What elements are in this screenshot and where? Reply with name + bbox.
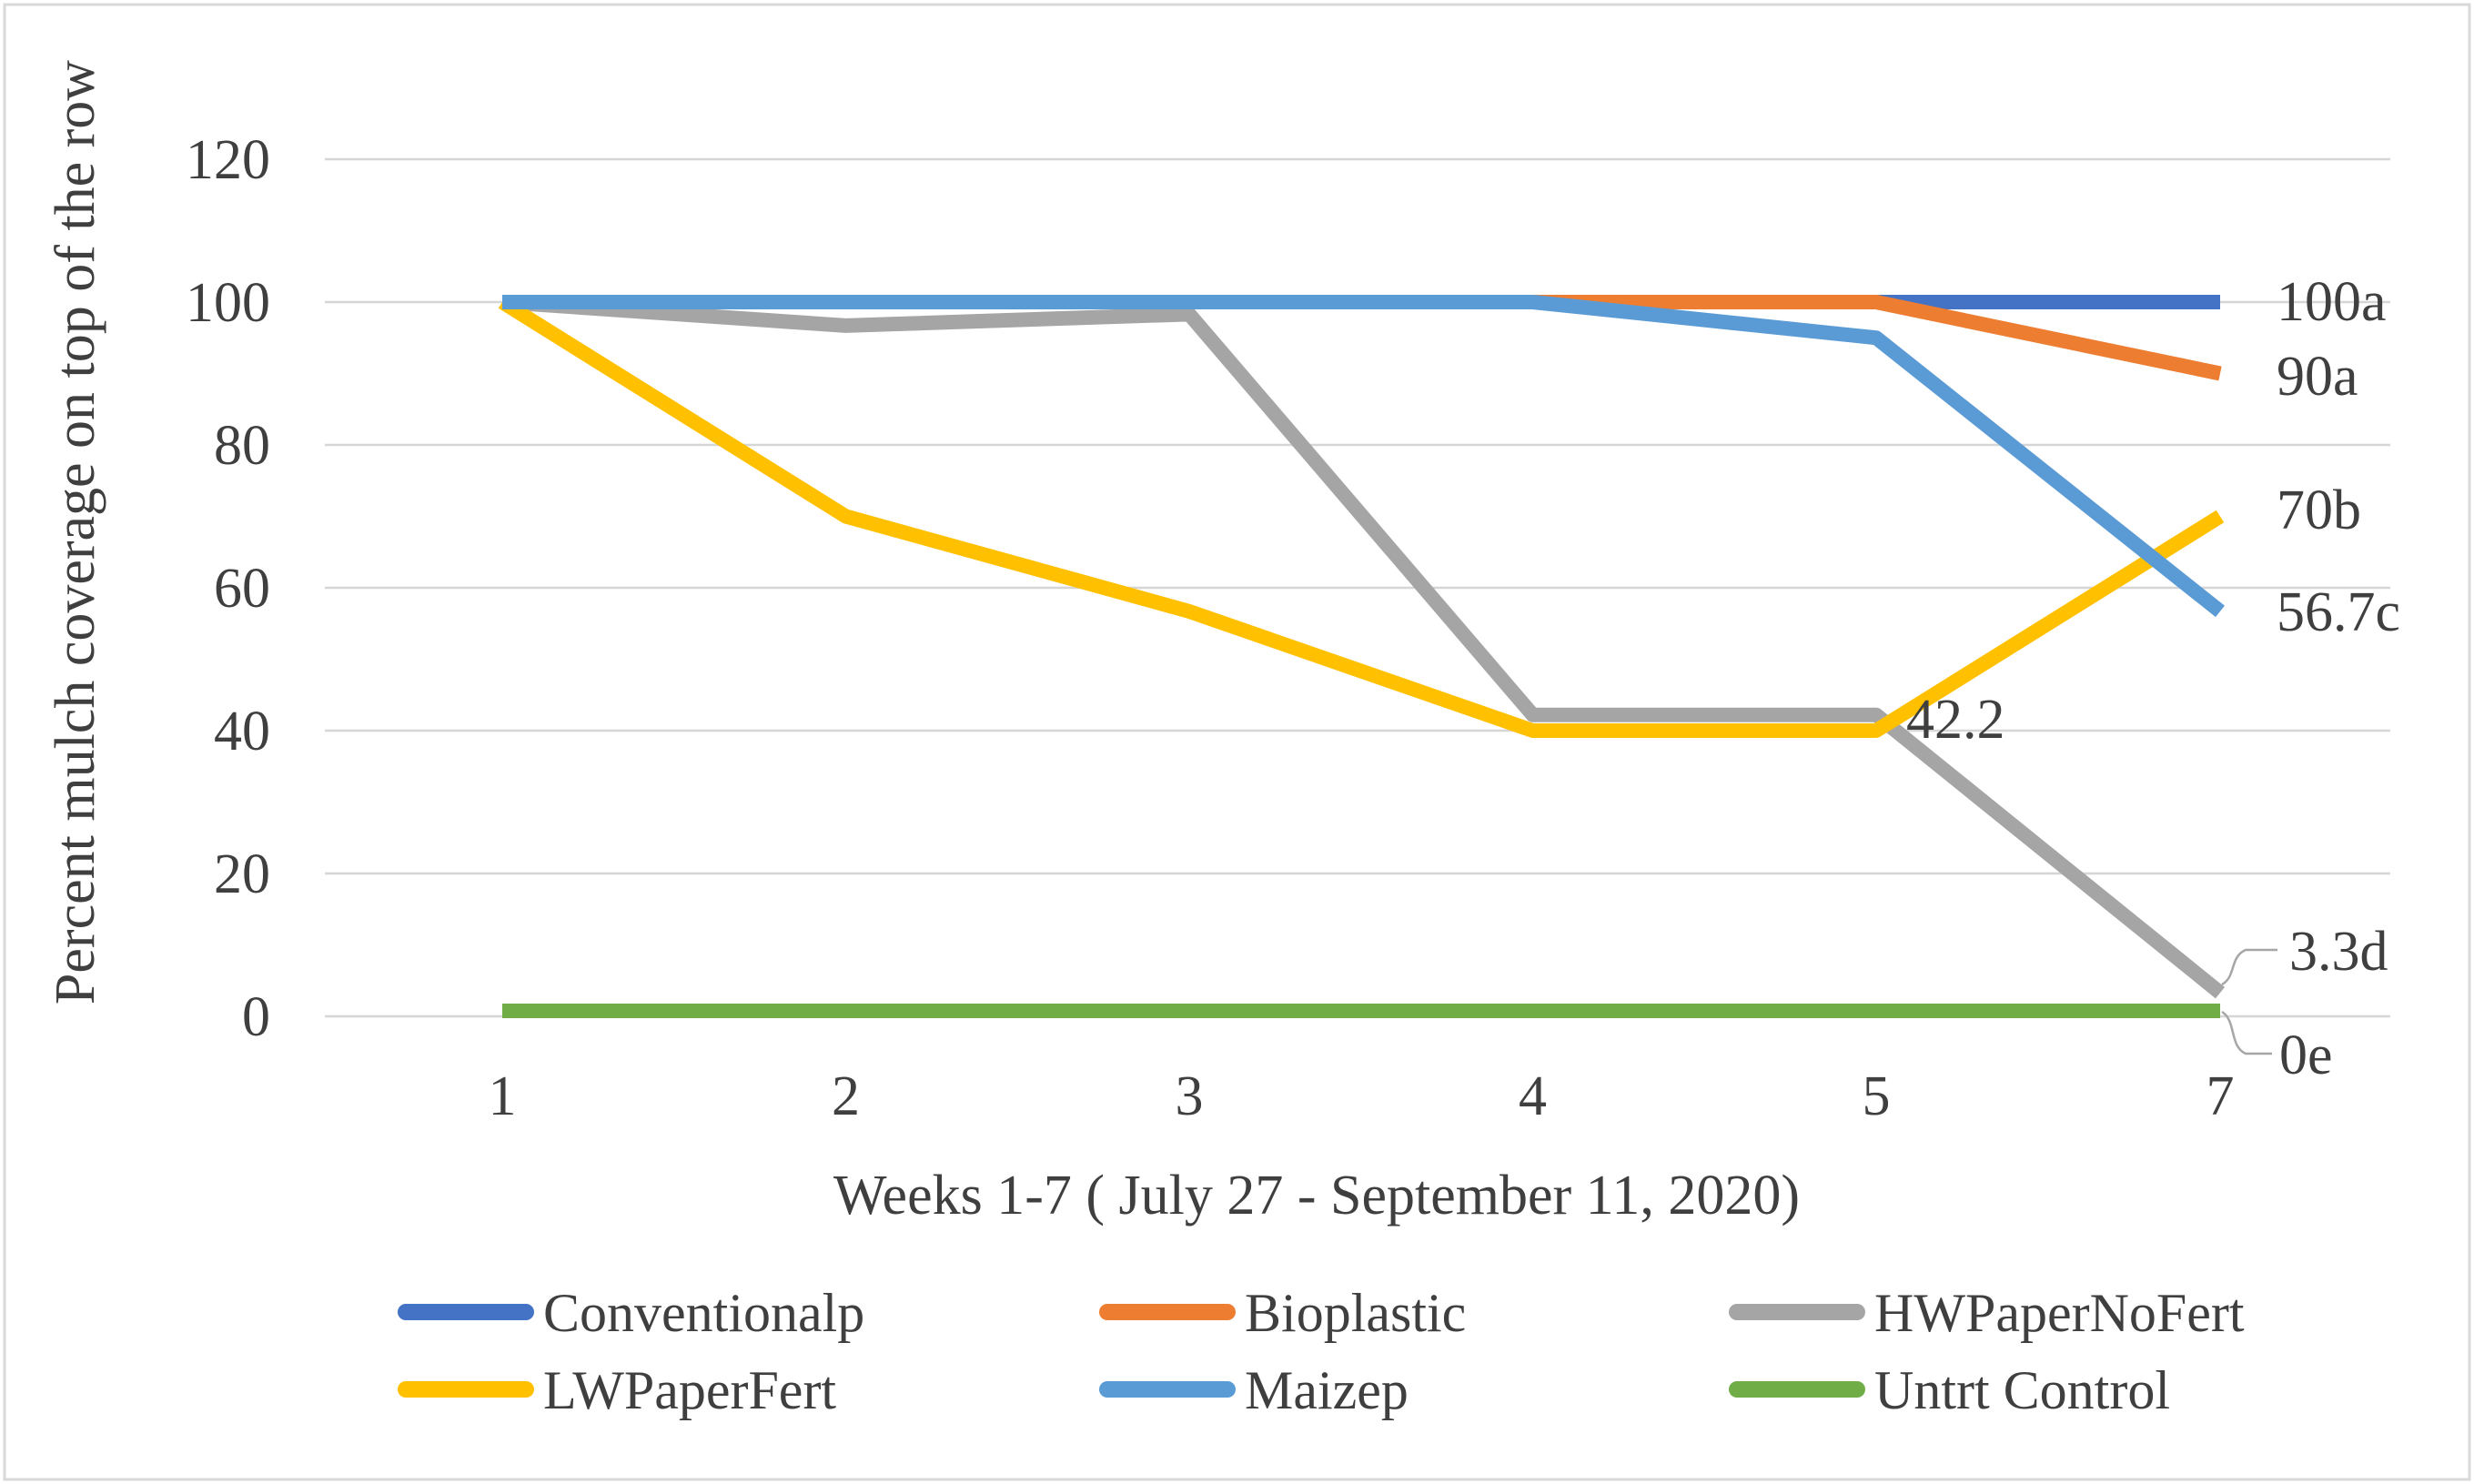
series-line-maizep — [502, 295, 2225, 618]
legend-swatch-hwpapernofert — [1729, 1304, 1865, 1320]
end-data-label-lwpaperfert: 70b — [2277, 480, 2361, 541]
x-tick-label: 2 — [832, 1065, 860, 1127]
leader-line-hwpapernofert — [2221, 948, 2277, 986]
legend-swatch-bioplastic — [1099, 1304, 1236, 1320]
legend-swatch-untrt-control — [1729, 1381, 1865, 1398]
series-line-lwpaperfert — [498, 296, 2225, 738]
y-axis-title: Percent mulch coverage on top of the row — [45, 60, 106, 1004]
x-axis-title: Weeks 1-7 ( July 27 - September 11, 2020… — [833, 1165, 1800, 1227]
legend-swatch-lwpaperfert — [398, 1381, 534, 1398]
y-tick-label: 0 — [242, 986, 270, 1048]
y-tick-label: 80 — [214, 415, 270, 477]
x-axis-tick-labels: 1 2 3 4 5 7 — [489, 1065, 2235, 1127]
x-tick-label: 4 — [1519, 1065, 1547, 1127]
y-axis-tick-labels: 0 20 40 60 80 100 120 — [186, 129, 270, 1048]
legend-item-hwpapernofert: HWPaperNoFert — [1729, 1283, 2245, 1343]
legend-label-lwpaperfert: LWPaperFert — [543, 1360, 836, 1420]
y-tick-label: 120 — [186, 129, 270, 191]
x-tick-label: 1 — [489, 1065, 517, 1127]
y-tick-label: 60 — [214, 558, 270, 620]
legend-item-maizep: Maizep — [1099, 1360, 1409, 1420]
legend-label-hwpapernofert: HWPaperNoFert — [1874, 1283, 2245, 1343]
end-data-label-hwpapernofert: 3.3d — [2289, 921, 2388, 983]
legend-swatch-conventionalp — [398, 1304, 534, 1320]
x-tick-label: 5 — [1863, 1065, 1891, 1127]
end-data-label-bioplastic: 90a — [2277, 346, 2358, 408]
point-data-label-hwpapernofert: 42.2 — [1906, 689, 2005, 751]
plot-area-series — [498, 295, 2226, 1018]
legend-swatch-maizep — [1099, 1381, 1236, 1398]
legend-label-conventionalp: Conventionalp — [543, 1283, 864, 1343]
legend-label-bioplastic: Bioplastic — [1245, 1283, 1466, 1343]
x-tick-label: 7 — [2206, 1065, 2235, 1127]
legend-item-lwpaperfert: LWPaperFert — [398, 1360, 836, 1420]
end-data-label-conventionalp: 100a — [2277, 271, 2387, 333]
chart-legend: Conventionalp Bioplastic HWPaperNoFert LWPa… — [398, 1283, 2245, 1420]
legend-label-maizep: Maizep — [1245, 1360, 1409, 1420]
series-data-labels: 100a 90a 3.3d 42.2 70b 56.7c 0e — [1906, 271, 2400, 1086]
legend-item-conventionalp: Conventionalp — [398, 1283, 864, 1343]
y-tick-label: 100 — [186, 272, 270, 334]
x-tick-label: 3 — [1176, 1065, 1204, 1127]
y-tick-label: 20 — [214, 843, 270, 905]
legend-item-bioplastic: Bioplastic — [1099, 1283, 1466, 1343]
leader-line-untrt-control — [2221, 1010, 2272, 1055]
legend-item-untrt-control: Untrt Control — [1729, 1360, 2170, 1420]
end-data-label-maizep: 56.7c — [2277, 581, 2400, 643]
data-label-leader-lines — [2221, 948, 2277, 1055]
figure-border — [3, 3, 2471, 1481]
legend-label-untrt-control: Untrt Control — [1874, 1360, 2170, 1420]
series-line-hwpapernofert — [501, 295, 2226, 999]
end-data-label-untrt-control: 0e — [2279, 1025, 2333, 1086]
y-tick-label: 40 — [214, 701, 270, 762]
